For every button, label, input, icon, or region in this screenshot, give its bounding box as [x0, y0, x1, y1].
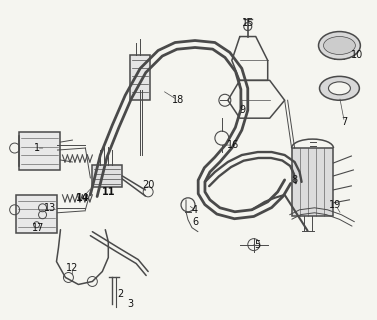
Bar: [92, 165, 122, 187]
Text: 13: 13: [44, 203, 57, 213]
Ellipse shape: [319, 32, 360, 60]
Ellipse shape: [320, 76, 359, 100]
Text: 20: 20: [142, 180, 154, 190]
Text: 3: 3: [127, 300, 133, 309]
Text: 12: 12: [66, 262, 79, 273]
Text: 7: 7: [341, 117, 348, 127]
Bar: [292, 148, 334, 216]
Text: 9: 9: [240, 105, 246, 115]
Ellipse shape: [328, 82, 350, 95]
Text: 17: 17: [32, 223, 45, 233]
Ellipse shape: [323, 36, 356, 54]
Text: 18: 18: [172, 95, 184, 105]
Text: 14: 14: [76, 193, 89, 203]
Bar: [15, 195, 57, 233]
Text: 15: 15: [242, 18, 254, 28]
Text: 10: 10: [351, 51, 363, 60]
Text: 19: 19: [329, 200, 342, 210]
Text: 6: 6: [192, 217, 198, 227]
Text: 8: 8: [291, 175, 298, 185]
Bar: [130, 55, 150, 100]
Text: 5: 5: [254, 240, 261, 250]
Text: 1: 1: [34, 143, 40, 153]
Text: 4: 4: [192, 205, 198, 215]
Text: 11: 11: [101, 187, 115, 197]
Text: 2: 2: [117, 289, 123, 300]
Bar: [18, 132, 60, 170]
Text: 16: 16: [227, 140, 239, 150]
